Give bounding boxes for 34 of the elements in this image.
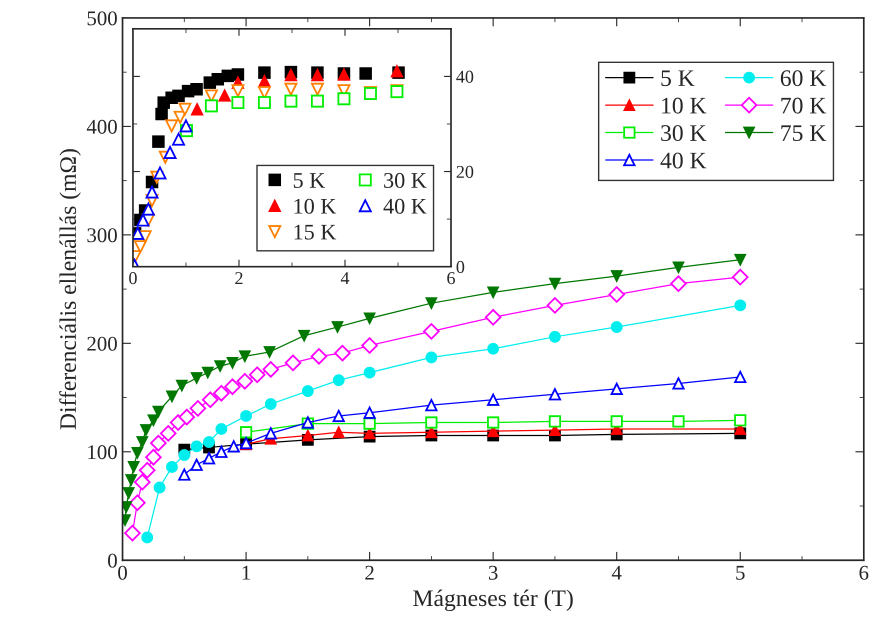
legend-label: 5 K bbox=[294, 173, 326, 188]
x-tick-label: 4 bbox=[340, 272, 350, 284]
y-tick-label: 40 bbox=[456, 70, 474, 83]
x-tick-label: 1 bbox=[242, 566, 250, 580]
x-axis-title: Mágneses tér (T) bbox=[413, 590, 573, 612]
legend-label: 40 K bbox=[660, 152, 706, 169]
legend-label: 40 K bbox=[383, 198, 427, 214]
x-tick-label: 3 bbox=[488, 566, 498, 580]
y-tick-label: 100 bbox=[88, 445, 117, 460]
legend-label: 70 K bbox=[781, 98, 826, 114]
y-axis-title: Differenciális ellenállás (mΩ) bbox=[59, 149, 81, 430]
y-tick-label: 20 bbox=[456, 166, 474, 178]
legend-label: 30 K bbox=[661, 125, 706, 142]
x-tick-label: 2 bbox=[365, 566, 374, 580]
x-tick-label: 4 bbox=[612, 566, 622, 580]
legend-label: 75 K bbox=[781, 125, 826, 142]
x-tick-label: 6 bbox=[859, 566, 868, 580]
x-tick-label: 5 bbox=[736, 566, 745, 580]
legend-label: 10 K bbox=[662, 98, 706, 114]
legend-label: 30 K bbox=[384, 172, 427, 188]
x-tick-label: 0 bbox=[118, 566, 127, 580]
y-tick-label: 0 bbox=[456, 260, 464, 274]
y-tick-label: 400 bbox=[86, 120, 117, 134]
legend-label: 60 K bbox=[780, 70, 826, 86]
x-tick-label: 0 bbox=[129, 272, 137, 284]
x-tick-label: 2 bbox=[235, 272, 242, 284]
y-tick-label: 0 bbox=[108, 554, 117, 568]
y-tick-label: 500 bbox=[88, 11, 117, 26]
legend-label: 15 K bbox=[294, 224, 336, 240]
legend-label: 10 K bbox=[294, 198, 336, 214]
x-tick-label: 6 bbox=[447, 272, 455, 284]
y-tick-label: 200 bbox=[87, 336, 117, 351]
y-tick-label: 300 bbox=[87, 228, 117, 242]
legend-label: 5 K bbox=[661, 70, 695, 86]
